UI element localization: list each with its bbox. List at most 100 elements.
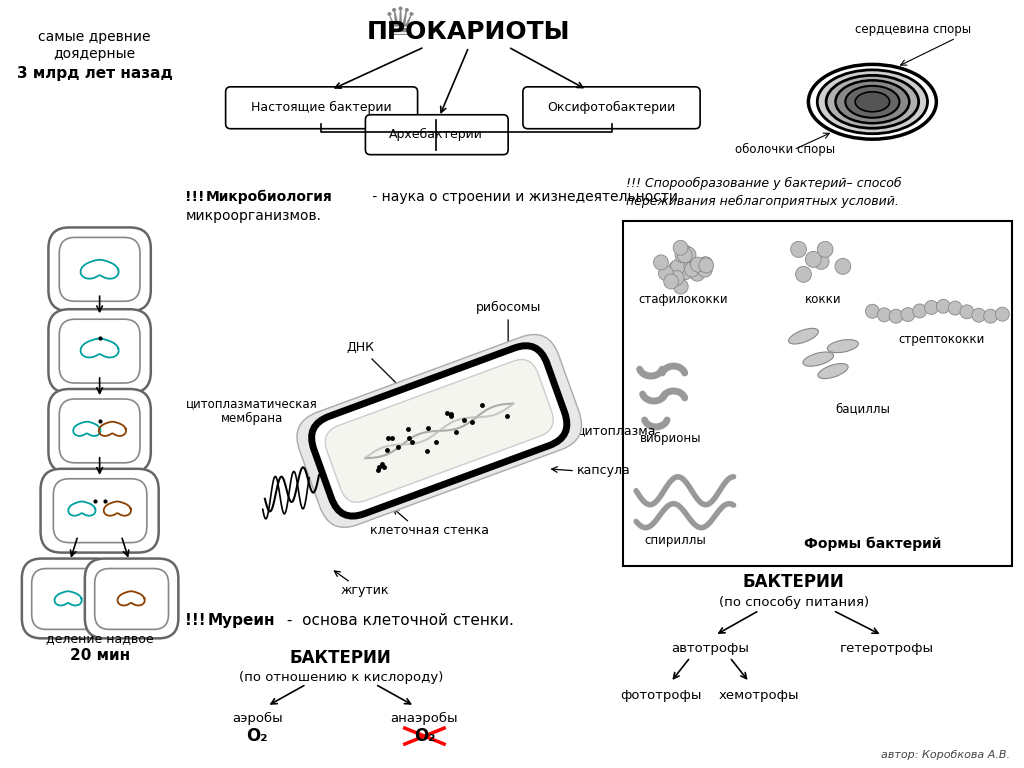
Text: рибосомы: рибосомы <box>475 301 541 362</box>
Text: O₂: O₂ <box>247 727 268 745</box>
FancyBboxPatch shape <box>311 346 567 516</box>
Text: цитоплазма: цитоплазма <box>578 425 656 438</box>
Circle shape <box>796 266 811 283</box>
Text: ДНК: ДНК <box>346 341 426 413</box>
Text: ♛: ♛ <box>382 5 418 43</box>
Text: анаэробы: анаэробы <box>391 712 458 725</box>
Text: переживания неблагоприятных условий.: переживания неблагоприятных условий. <box>627 195 899 208</box>
FancyBboxPatch shape <box>48 227 151 311</box>
Text: фототрофы: фототрофы <box>621 689 701 702</box>
Text: сердцевина споры: сердцевина споры <box>855 24 971 37</box>
FancyBboxPatch shape <box>48 389 151 473</box>
Text: микроорганизмов.: микроорганизмов. <box>185 210 322 223</box>
Circle shape <box>697 262 713 277</box>
Circle shape <box>684 259 698 273</box>
FancyBboxPatch shape <box>59 399 140 463</box>
Text: - наука о строении и жизнедеятельности: - наука о строении и жизнедеятельности <box>369 190 678 204</box>
FancyBboxPatch shape <box>85 558 178 638</box>
Circle shape <box>678 264 693 280</box>
Circle shape <box>698 257 713 272</box>
Text: Настоящие бактерии: Настоящие бактерии <box>251 101 391 114</box>
Circle shape <box>671 260 685 274</box>
FancyBboxPatch shape <box>59 319 140 383</box>
Text: !!!: !!! <box>185 613 211 628</box>
Circle shape <box>669 261 683 276</box>
Text: Оксифотобактерии: Оксифотобактерии <box>548 101 676 114</box>
Text: 20 мин: 20 мин <box>70 647 130 663</box>
Circle shape <box>678 248 692 263</box>
Ellipse shape <box>836 81 909 123</box>
Circle shape <box>675 248 690 263</box>
Ellipse shape <box>817 70 928 134</box>
Circle shape <box>984 310 997 323</box>
Circle shape <box>995 307 1010 321</box>
Text: Микробиология: Микробиология <box>206 190 333 204</box>
Text: Архебактерии: Архебактерии <box>389 128 483 141</box>
FancyBboxPatch shape <box>53 478 146 543</box>
Text: доядерные: доядерные <box>53 47 136 61</box>
Ellipse shape <box>826 75 919 128</box>
Ellipse shape <box>818 363 848 379</box>
Circle shape <box>925 300 938 314</box>
Text: (по отношению к кислороду): (по отношению к кислороду) <box>239 670 443 684</box>
FancyBboxPatch shape <box>366 114 508 154</box>
Text: капсула: капсула <box>578 465 631 477</box>
Circle shape <box>901 308 914 322</box>
Circle shape <box>948 301 962 315</box>
FancyBboxPatch shape <box>523 87 700 129</box>
FancyBboxPatch shape <box>297 334 582 528</box>
Circle shape <box>813 253 829 270</box>
Circle shape <box>806 251 821 267</box>
Circle shape <box>664 274 679 289</box>
Text: самые древние: самые древние <box>39 30 151 44</box>
Circle shape <box>690 266 705 281</box>
Text: Формы бактерий: Формы бактерий <box>804 536 941 551</box>
Circle shape <box>684 262 699 277</box>
Circle shape <box>681 247 696 262</box>
Circle shape <box>690 257 706 272</box>
Circle shape <box>835 258 851 274</box>
Text: кокки: кокки <box>805 293 842 306</box>
Circle shape <box>673 240 688 255</box>
Text: спириллы: спириллы <box>645 534 707 547</box>
Circle shape <box>912 304 927 318</box>
Text: !!!: !!! <box>185 190 210 204</box>
Text: (по способу питания): (по способу питания) <box>719 596 868 609</box>
Text: клеточная стенка: клеточная стенка <box>370 524 488 537</box>
Text: БАКТЕРИИ: БАКТЕРИИ <box>290 649 391 667</box>
Text: ПРОКАРИОТЫ: ПРОКАРИОТЫ <box>367 20 570 44</box>
Text: Муреин: Муреин <box>208 613 275 628</box>
Ellipse shape <box>827 339 858 353</box>
Text: хемотрофы: хемотрофы <box>719 689 800 702</box>
FancyBboxPatch shape <box>41 468 159 553</box>
Text: !!! Спорообразование у бактерий– способ: !!! Спорообразование у бактерий– способ <box>627 177 902 190</box>
Circle shape <box>678 245 692 260</box>
Text: бациллы: бациллы <box>836 402 890 415</box>
Text: -  основа клеточной стенки.: - основа клеточной стенки. <box>282 613 514 628</box>
Circle shape <box>878 308 891 322</box>
Text: вибрионы: вибрионы <box>640 432 701 445</box>
Circle shape <box>936 300 950 313</box>
Ellipse shape <box>855 92 890 112</box>
Text: аэробы: аэробы <box>231 712 283 725</box>
Text: БАКТЕРИИ: БАКТЕРИИ <box>742 574 845 591</box>
Text: стрептококки: стрептококки <box>898 333 984 346</box>
FancyBboxPatch shape <box>59 237 140 301</box>
FancyBboxPatch shape <box>94 568 169 629</box>
FancyBboxPatch shape <box>48 310 151 393</box>
Text: O₂: O₂ <box>414 727 435 745</box>
Text: жгутик: жгутик <box>341 584 389 597</box>
Text: автор: Коробкова А.В.: автор: Коробкова А.В. <box>882 750 1011 760</box>
Text: деление надвое: деление надвое <box>46 632 154 645</box>
Circle shape <box>791 241 807 257</box>
Circle shape <box>653 255 669 270</box>
Ellipse shape <box>808 65 936 139</box>
Text: 3 млрд лет назад: 3 млрд лет назад <box>16 66 173 81</box>
Bar <box>624 221 1012 565</box>
Circle shape <box>698 258 714 273</box>
Circle shape <box>889 310 903 323</box>
Circle shape <box>817 241 833 257</box>
Ellipse shape <box>846 86 899 118</box>
Circle shape <box>972 308 986 322</box>
Text: стафилококки: стафилококки <box>639 293 728 306</box>
